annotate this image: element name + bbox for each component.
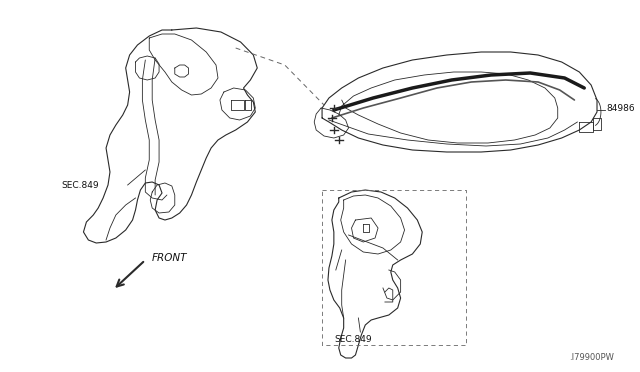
Text: SEC.849: SEC.849 bbox=[61, 180, 99, 189]
Text: 84986: 84986 bbox=[607, 103, 636, 112]
Text: FRONT: FRONT bbox=[152, 253, 188, 263]
Text: .I79900PW: .I79900PW bbox=[569, 353, 614, 362]
Text: SEC.849: SEC.849 bbox=[335, 335, 372, 344]
